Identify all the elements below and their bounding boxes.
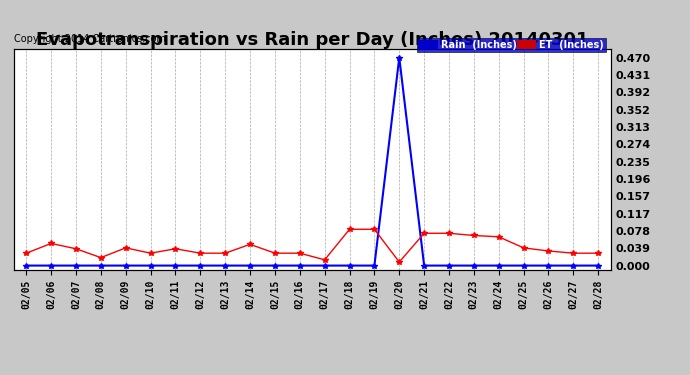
Text: Copyright 2014 Cartronics.com: Copyright 2014 Cartronics.com — [14, 34, 166, 44]
Title: Evapotranspiration vs Rain per Day (Inches) 20140301: Evapotranspiration vs Rain per Day (Inch… — [36, 31, 589, 49]
Legend: Rain  (Inches), ET  (Inches): Rain (Inches), ET (Inches) — [417, 38, 606, 52]
